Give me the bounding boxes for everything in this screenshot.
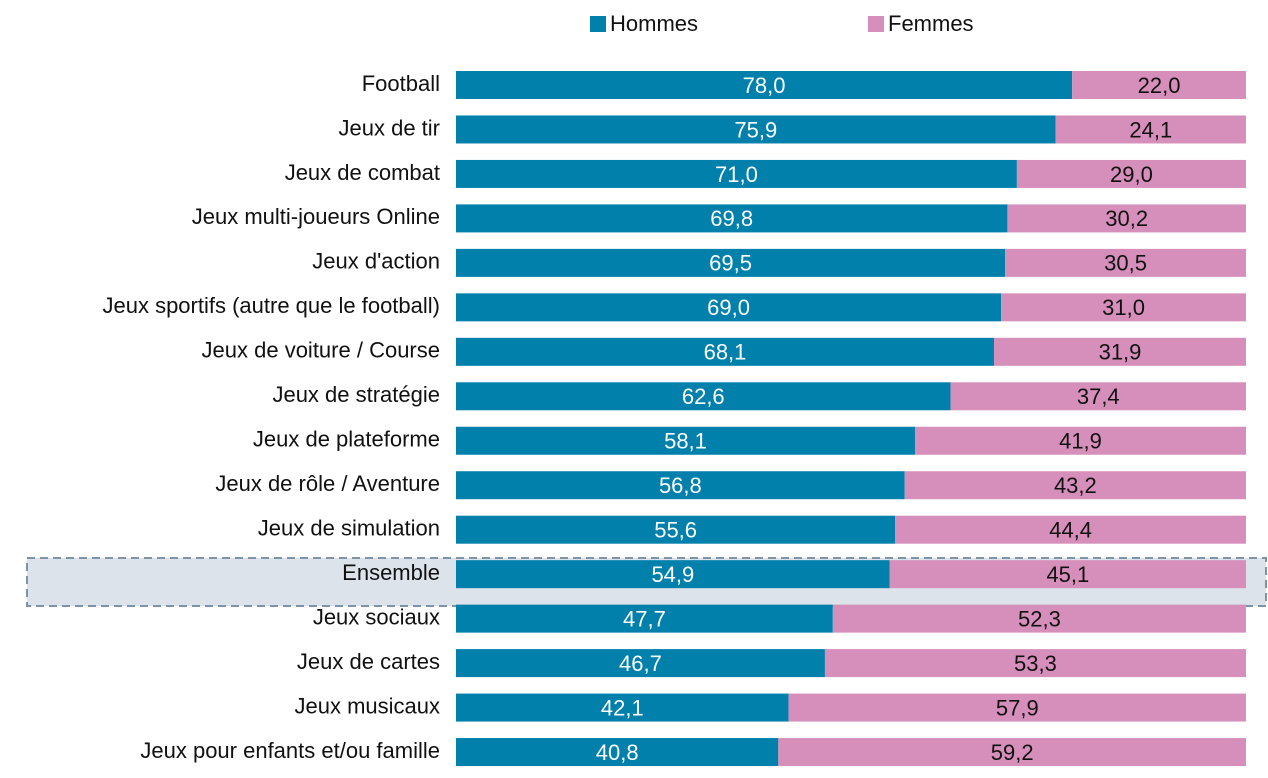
bar-segment [832, 604, 1246, 633]
value-label: 52,3 [1018, 606, 1061, 631]
bar-segment [1055, 115, 1246, 144]
bar-segment [895, 515, 1246, 544]
bar-segment [456, 115, 1056, 144]
value-label: 41,9 [1059, 429, 1102, 454]
bar-segment [1016, 159, 1246, 188]
value-label: 53,3 [1014, 651, 1057, 676]
value-label: 31,9 [1099, 340, 1142, 365]
bar-segment [456, 738, 779, 767]
bar-segment [1007, 204, 1246, 233]
value-label: 47,7 [623, 606, 666, 631]
bar-segment [456, 204, 1008, 233]
value-label: 57,9 [996, 695, 1039, 720]
y-tick-label: Jeux pour enfants et/ou famille [140, 738, 440, 763]
bar-segment [950, 382, 1246, 411]
bar-segment [456, 382, 951, 411]
value-label: 56,8 [659, 473, 702, 498]
value-label: 46,7 [619, 651, 662, 676]
bar-segment [456, 426, 915, 455]
value-label: 30,5 [1104, 251, 1147, 276]
value-label: 69,8 [710, 206, 753, 231]
value-label: 71,0 [715, 162, 758, 187]
value-label: 30,2 [1105, 206, 1148, 231]
bar-segment [456, 71, 1073, 99]
bar-segment [456, 248, 1006, 277]
bar-segment [788, 693, 1246, 722]
y-tick-label: Ensemble [342, 560, 440, 585]
bar-segment [456, 337, 994, 366]
y-tick-label: Jeux multi-joueurs Online [192, 204, 440, 229]
y-tick-label: Jeux musicaux [294, 693, 440, 718]
y-tick-label: Jeux de stratégie [272, 382, 440, 407]
bar-segment [778, 738, 1246, 767]
value-label: 43,2 [1054, 473, 1097, 498]
bar-segment [456, 471, 905, 500]
y-tick-label: Jeux sportifs (autre que le football) [102, 293, 440, 318]
value-label: 55,6 [654, 518, 697, 543]
value-label: 22,0 [1138, 73, 1181, 98]
legend-label: Hommes [610, 11, 698, 36]
y-tick-label: Jeux de rôle / Aventure [215, 471, 440, 496]
value-label: 62,6 [682, 384, 725, 409]
y-tick-label: Jeux de simulation [258, 516, 440, 541]
y-tick-label: Jeux de voiture / Course [202, 338, 440, 363]
y-tick-label: Jeux de tir [339, 115, 441, 140]
bar-segment [456, 159, 1017, 188]
bar-segment [456, 293, 1002, 322]
bar-segment [1005, 248, 1246, 277]
value-label: 68,1 [704, 340, 747, 365]
bar-segment [914, 426, 1246, 455]
y-tick-label: Jeux d'action [312, 249, 440, 274]
bar-segment [456, 604, 833, 633]
y-tick-label: Jeux de plateforme [253, 427, 440, 452]
bar-segment [456, 560, 890, 589]
y-tick-label: Jeux de cartes [297, 649, 440, 674]
value-label: 24,1 [1129, 117, 1172, 142]
bar-segment [904, 471, 1246, 500]
bar-segment [456, 693, 789, 722]
value-label: 78,0 [743, 73, 786, 98]
value-label: 69,0 [707, 295, 750, 320]
value-label: 44,4 [1049, 518, 1092, 543]
legend-swatch [868, 16, 884, 32]
legend-swatch [590, 16, 606, 32]
value-label: 59,2 [991, 740, 1034, 765]
value-label: 69,5 [709, 251, 752, 276]
value-label: 45,1 [1046, 562, 1089, 587]
value-label: 54,9 [651, 562, 694, 587]
value-label: 58,1 [664, 429, 707, 454]
bar-segment [456, 649, 825, 678]
value-label: 37,4 [1077, 384, 1120, 409]
bar-segment [1072, 71, 1246, 99]
value-label: 40,8 [596, 740, 639, 765]
legend-label: Femmes [888, 11, 974, 36]
bar-segment [1001, 293, 1246, 322]
y-tick-label: Jeux sociaux [313, 604, 440, 629]
value-label: 29,0 [1110, 162, 1153, 187]
bar-segment [456, 515, 896, 544]
bar-segment [824, 649, 1246, 678]
bar-segment [889, 560, 1246, 589]
bar-segment [993, 337, 1246, 366]
y-tick-label: Football [362, 71, 440, 96]
y-tick-label: Jeux de combat [285, 160, 440, 185]
value-label: 75,9 [734, 117, 777, 142]
value-label: 31,0 [1102, 295, 1145, 320]
value-label: 42,1 [601, 695, 644, 720]
